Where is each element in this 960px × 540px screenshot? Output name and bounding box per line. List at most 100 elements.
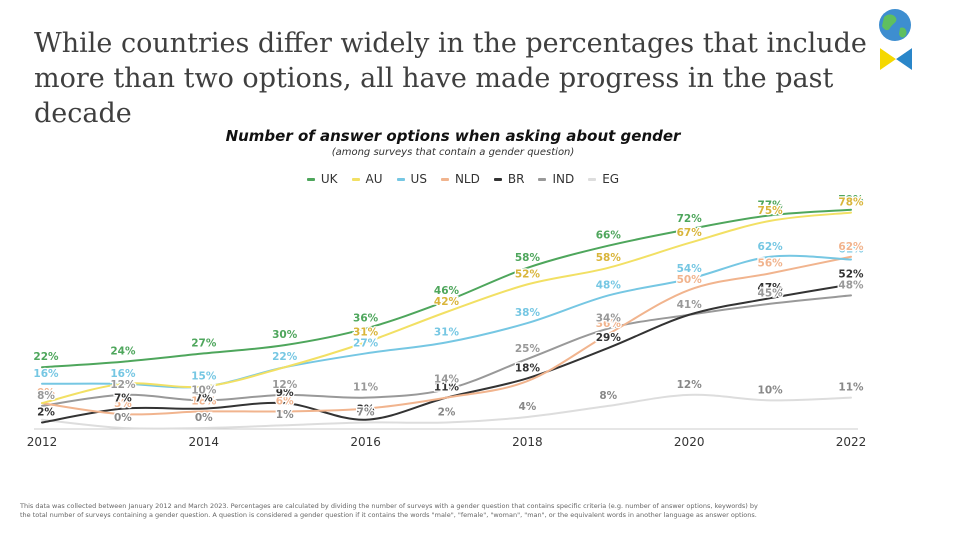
globe-land-shape	[882, 14, 907, 38]
x-tick-label: 2014	[189, 435, 220, 449]
data-label-eg: 0%	[114, 412, 132, 424]
data-label-au: 52%	[515, 268, 541, 280]
legend-swatch	[493, 177, 502, 181]
x-tick-label: 2012	[27, 435, 58, 449]
data-label-ind: 12%	[272, 379, 298, 391]
series-line-uk	[41, 208, 852, 369]
headline: While countries differ widely in the per…	[34, 28, 867, 129]
x-tick-label: 2016	[350, 435, 381, 449]
data-label-eg: 0%	[195, 412, 213, 424]
data-label-uk: 72%	[677, 213, 703, 225]
legend-item-ind: IND	[538, 172, 574, 186]
series-line-nld	[41, 255, 852, 416]
data-label-ind: 8%	[37, 390, 55, 402]
data-label-ind: 45%	[758, 288, 784, 300]
globe-and-flag-logo	[879, 9, 912, 70]
data-label-br: 47%	[758, 282, 784, 294]
x-tick-label: 2022	[836, 435, 867, 449]
series-line-us	[41, 254, 852, 389]
data-label-au: 67%	[677, 227, 703, 239]
data-label-ind: 41%	[677, 299, 703, 311]
data-label-us: 61%	[838, 244, 864, 256]
data-label-au: 9%	[37, 387, 55, 399]
data-label-uk: 58%	[515, 252, 541, 264]
legend-label: UK	[320, 172, 338, 186]
legend-label: US	[410, 172, 427, 186]
data-label-br: 9%	[276, 387, 294, 399]
data-label-us: 62%	[758, 241, 784, 253]
data-label-uk: 27%	[191, 337, 217, 349]
legend-swatch	[538, 177, 547, 181]
chart-title: Number of answer options when asking abo…	[225, 127, 681, 145]
data-label-br: 29%	[596, 332, 622, 344]
data-label-ind: 10%	[191, 384, 217, 396]
legend-swatch	[396, 177, 405, 181]
data-label-eg: 8%	[599, 390, 617, 402]
data-label-us: 31%	[434, 326, 460, 338]
legend-item-us: US	[396, 172, 427, 186]
legend-swatch	[440, 177, 449, 181]
legend-item-eg: EG	[588, 172, 619, 186]
data-label-au: 58%	[596, 252, 622, 264]
data-label-us: 16%	[33, 368, 59, 380]
x-tick-label: 2020	[674, 435, 705, 449]
data-label-uk: 66%	[596, 230, 622, 242]
data-label-nld: 56%	[758, 257, 784, 269]
data-label-eg: 12%	[677, 379, 703, 391]
data-label-eg: 10%	[758, 384, 784, 396]
legend-item-uk: UK	[306, 172, 338, 186]
data-label-us: 27%	[353, 337, 379, 349]
series-line-eg	[41, 393, 852, 430]
data-label-au: 42%	[434, 296, 460, 308]
data-label-uk: 24%	[110, 346, 136, 358]
data-label-br: 18%	[515, 362, 541, 374]
data-label-eg: 11%	[838, 382, 864, 394]
data-label-us: 15%	[191, 371, 217, 383]
data-label-uk: 22%	[33, 351, 59, 363]
series-line-ind	[41, 294, 852, 407]
series-line-au	[41, 211, 852, 405]
data-label-nld: 36%	[596, 318, 622, 330]
data-label-eg: 4%	[518, 401, 536, 413]
data-label-br: 7%	[195, 393, 213, 405]
flag-yellow-shape	[880, 48, 896, 70]
data-label-eg: 7%	[357, 406, 375, 418]
data-label-ind: 11%	[353, 382, 379, 394]
data-label-uk: 46%	[434, 285, 460, 297]
data-label-br: 11%	[434, 382, 460, 394]
data-label-br: 7%	[114, 393, 132, 405]
data-label-uk: 77%	[758, 199, 784, 211]
data-label-nld: 62%	[838, 241, 864, 253]
legend-label: NLD	[454, 172, 480, 186]
data-label-br: 3%	[357, 404, 375, 416]
data-label-au: 75%	[758, 205, 784, 217]
legend-swatch	[306, 177, 315, 181]
data-label-br: 2%	[37, 406, 55, 418]
data-label-ind: 12%	[110, 379, 136, 391]
data-label-nld: 6%	[276, 395, 294, 407]
data-label-us: 54%	[677, 263, 703, 275]
legend-label: BR	[507, 172, 525, 186]
data-label-nld: 9%	[37, 387, 55, 399]
data-label-au: 78%	[838, 197, 864, 209]
data-label-us: 48%	[596, 279, 622, 291]
legend-swatch	[351, 177, 360, 181]
data-label-br: 52%	[838, 268, 864, 280]
legend-label: IND	[552, 172, 575, 186]
data-label-nld: 5%	[114, 398, 132, 410]
data-label-us: 38%	[515, 307, 541, 319]
legend-label: AU	[365, 172, 383, 186]
footnote: This data was collected between January …	[20, 502, 758, 519]
data-label-ind: 48%	[838, 279, 864, 291]
flag-white-notch	[880, 48, 912, 59]
data-label-ind: 14%	[434, 373, 460, 385]
legend-item-nld: NLD	[440, 172, 480, 186]
data-label-au: 31%	[353, 326, 379, 338]
data-label-eg: 2%	[438, 406, 456, 418]
legend-label: EG	[602, 172, 620, 186]
chart-subtitle: (among surveys that contain a gender que…	[331, 147, 575, 158]
flag-blue-shape	[896, 48, 912, 70]
legend-item-br: BR	[493, 172, 525, 186]
data-label-us: 16%	[110, 368, 136, 380]
data-label-uk: 36%	[353, 313, 379, 325]
